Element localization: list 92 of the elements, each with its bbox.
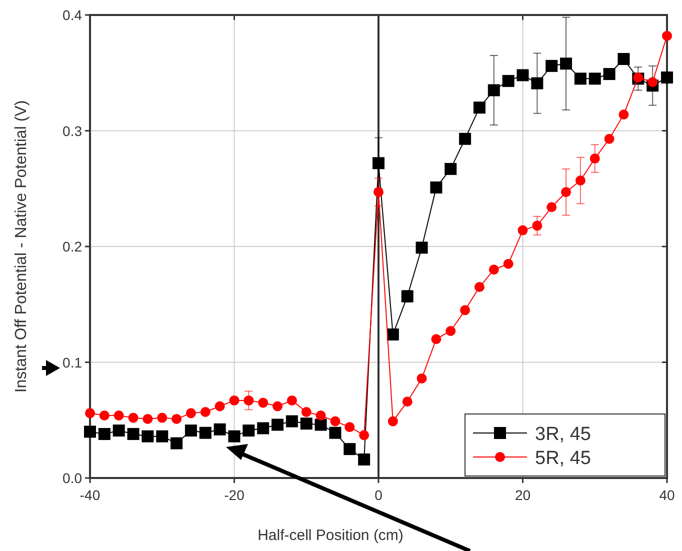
point <box>286 415 298 428</box>
x-axis-title: Half-cell Position (cm) <box>258 527 404 544</box>
point <box>546 60 558 72</box>
x-tick-label: 0 <box>374 487 383 503</box>
point <box>99 410 110 420</box>
point <box>199 426 212 439</box>
y-tick-label: 0.0 <box>62 470 82 486</box>
point <box>648 77 658 88</box>
point <box>156 430 168 442</box>
point <box>430 181 442 194</box>
point <box>242 424 255 437</box>
point <box>301 407 312 418</box>
point <box>157 412 168 423</box>
point <box>244 395 254 406</box>
point <box>416 242 428 254</box>
point <box>258 398 268 408</box>
point <box>590 154 600 164</box>
point <box>588 72 601 85</box>
point <box>359 430 370 440</box>
point <box>172 414 182 424</box>
x-tick-label: -40 <box>80 487 100 503</box>
point <box>127 428 140 440</box>
point <box>142 430 154 442</box>
point <box>516 69 529 82</box>
legend-label: 5R, 45 <box>535 448 591 469</box>
point <box>488 84 500 96</box>
point <box>532 220 542 231</box>
point <box>112 424 125 437</box>
point <box>661 72 673 84</box>
point <box>214 401 225 412</box>
point <box>416 373 427 384</box>
point <box>518 225 528 236</box>
point <box>98 428 110 440</box>
point <box>85 408 95 418</box>
point <box>184 424 197 437</box>
point <box>560 58 572 70</box>
point <box>561 187 572 198</box>
point <box>473 102 486 114</box>
y-tick-label: 0.3 <box>62 122 82 139</box>
point <box>228 430 240 442</box>
x-tick-label: -20 <box>224 487 245 503</box>
point <box>330 416 340 426</box>
point <box>229 395 240 406</box>
point <box>618 52 630 65</box>
point <box>618 110 629 120</box>
point <box>186 408 196 418</box>
point <box>142 414 153 424</box>
point <box>170 437 183 450</box>
point <box>662 30 672 41</box>
point <box>502 74 514 87</box>
y-axis-title: Instant Off Potential - Native Potential (V) <box>13 100 30 393</box>
point <box>575 176 586 186</box>
point <box>300 418 312 430</box>
point <box>386 328 399 340</box>
point <box>272 401 283 412</box>
x-tick-label: 40 <box>659 487 675 503</box>
point <box>272 418 284 431</box>
point <box>344 443 356 456</box>
point <box>546 202 557 212</box>
point <box>444 162 457 175</box>
point <box>286 395 297 406</box>
point <box>531 77 544 90</box>
point <box>474 282 484 292</box>
y-tick-label: 0.1 <box>62 354 82 370</box>
y-tick-label: 0.2 <box>62 238 82 254</box>
point <box>503 258 514 269</box>
point <box>488 264 499 275</box>
point <box>214 423 226 436</box>
point <box>574 72 586 85</box>
point <box>603 68 616 80</box>
point <box>358 453 370 466</box>
point <box>314 418 327 431</box>
point <box>460 305 470 316</box>
point <box>446 326 456 336</box>
point <box>84 426 96 438</box>
point <box>604 134 614 144</box>
legend-label: 3R, 45 <box>535 424 591 445</box>
y-tick-label: 0.4 <box>62 7 82 23</box>
x-tick-label: 20 <box>514 487 531 503</box>
point <box>344 422 355 432</box>
point <box>388 416 398 426</box>
point <box>316 410 326 420</box>
point <box>374 187 384 198</box>
point <box>329 426 342 439</box>
point <box>431 334 442 344</box>
point <box>402 396 412 407</box>
point <box>128 412 138 423</box>
point <box>200 407 210 418</box>
point <box>459 132 472 145</box>
point <box>372 157 384 170</box>
point <box>114 410 124 420</box>
point <box>257 422 270 434</box>
